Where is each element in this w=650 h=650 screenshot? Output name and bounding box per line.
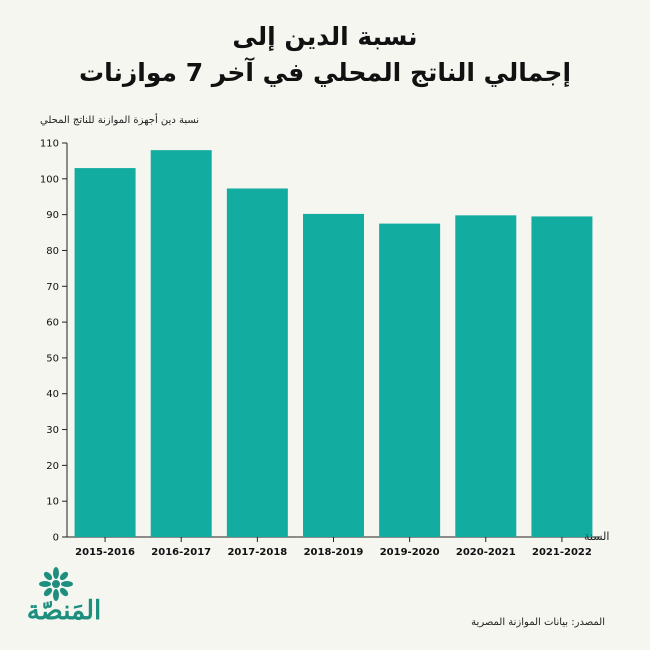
chart-title-line-2: إجمالي الناتج المحلي في آخر 7 موازنات <box>78 58 572 87</box>
bar <box>531 216 593 537</box>
x-tick-label: 2021-2022 <box>532 547 592 558</box>
source-note: المصدر: بيانات الموازنة المصرية <box>471 617 605 628</box>
x-tick-label: 2018-2019 <box>304 547 364 558</box>
x-axis-label: السنة <box>584 530 610 543</box>
x-tick-label: 2016-2017 <box>151 547 211 558</box>
bar <box>226 188 288 538</box>
y-tick-label: 10 <box>46 497 59 508</box>
chart-title-line-1: نسبة الدين إلى <box>232 22 418 51</box>
flower-logo-icon <box>39 567 73 601</box>
brand-logo: المَنصّة <box>14 566 114 632</box>
bar <box>455 215 517 537</box>
x-tick-label: 2015-2016 <box>75 547 135 558</box>
bar <box>379 223 441 537</box>
x-tick-label: 2017-2018 <box>227 547 287 558</box>
y-tick-label: 50 <box>46 353 59 364</box>
y-tick-label: 80 <box>46 246 59 257</box>
y-tick-label: 110 <box>40 139 59 150</box>
y-tick-label: 70 <box>46 282 59 293</box>
y-tick-label: 0 <box>53 533 59 544</box>
bar <box>74 168 136 537</box>
y-axis-label: نسبة دين أجهزة الموازنة للناتج المحلي <box>40 115 200 126</box>
bar <box>150 150 212 537</box>
bar <box>303 213 364 538</box>
y-tick-label: 20 <box>46 461 59 472</box>
y-tick-label: 40 <box>46 389 59 400</box>
x-tick-label: 2019-2020 <box>380 547 440 558</box>
y-tick-label: 90 <box>46 210 59 221</box>
brand-name: المَنصّة <box>26 596 102 626</box>
y-tick-label: 60 <box>46 318 59 329</box>
x-tick-label: 2020-2021 <box>456 547 516 558</box>
y-tick-label: 100 <box>40 174 59 185</box>
y-tick-label: 30 <box>46 425 59 436</box>
